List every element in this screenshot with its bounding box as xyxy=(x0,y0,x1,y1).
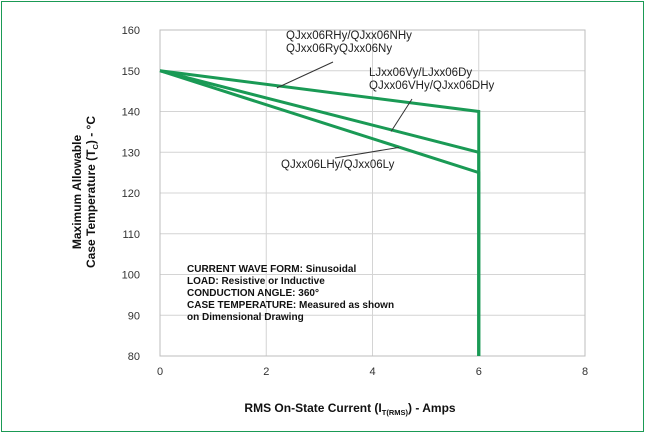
y-tick-label: 130 xyxy=(122,147,140,159)
x-tick-label: 2 xyxy=(263,366,269,378)
note-line: CONDUCTION ANGLE: 360° xyxy=(187,288,319,299)
series-label-text: QJxx06VHy/QJxx06DHy xyxy=(369,80,495,92)
x-tick-label: 6 xyxy=(476,366,482,378)
note-line: on Dimensional Drawing xyxy=(187,312,304,323)
leader-line xyxy=(391,99,412,131)
series-label-text: QJxx06RyQJxx06Ny xyxy=(286,43,392,55)
x-tick-label: 4 xyxy=(369,366,375,378)
y-tick-label: 160 xyxy=(122,25,140,37)
note-line: CURRENT WAVE FORM: Sinusoidal xyxy=(187,264,356,275)
y-tick-label: 120 xyxy=(122,188,140,200)
y-tick-label: 100 xyxy=(122,270,140,282)
y-tick-labels: 80 90 100 110 120 130 140 150 160 xyxy=(122,25,140,363)
x-tick-labels: 0 2 4 6 8 xyxy=(157,366,588,378)
x-axis-title: RMS On-State Current (IT(RMS)) - Amps xyxy=(244,401,455,417)
leader-line xyxy=(277,62,333,88)
y-axis-title-line1: Maximum Allowable xyxy=(70,135,84,250)
y-tick-label: 80 xyxy=(128,351,140,363)
series-label-text: LJxx06Vy/LJxx06Dy xyxy=(369,67,472,79)
series-label-text: QJxx06LHy/QJxx06Ly xyxy=(281,159,395,171)
y-axis-title-line2: Case Temperature (TC) - °C xyxy=(84,116,100,268)
x-tick-label: 0 xyxy=(157,366,163,378)
y-axis-title: Maximum Allowable Case Temperature (TC) … xyxy=(70,116,100,268)
conditions-note: CURRENT WAVE FORM: Sinusoidal LOAD: Resi… xyxy=(187,264,394,323)
series-label-text: QJxx06RHy/QJxx06NHy xyxy=(286,30,412,42)
y-tick-label: 150 xyxy=(122,66,140,78)
y-tick-label: 140 xyxy=(122,107,140,119)
note-line: LOAD: Resistive or Inductive xyxy=(187,276,325,287)
y-tick-label: 110 xyxy=(122,229,140,241)
x-tick-label: 8 xyxy=(582,366,588,378)
y-tick-label: 90 xyxy=(128,310,140,322)
note-line: CASE TEMPERATURE: Measured as shown xyxy=(187,300,394,311)
